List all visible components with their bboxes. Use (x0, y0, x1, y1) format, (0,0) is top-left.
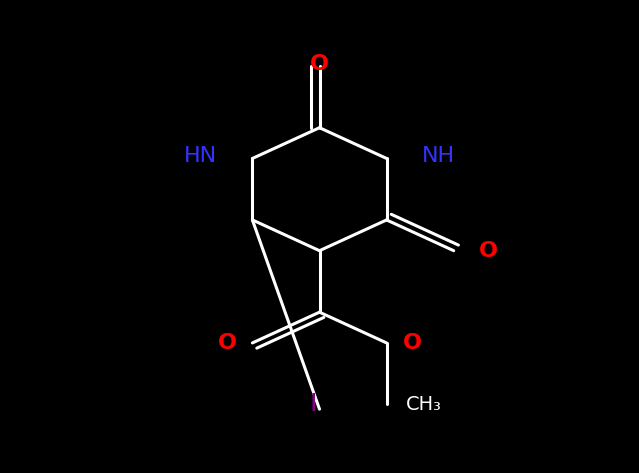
Text: O: O (403, 333, 422, 353)
Text: NH: NH (422, 146, 455, 166)
Text: CH₃: CH₃ (406, 395, 442, 414)
Text: I: I (309, 393, 317, 416)
Text: O: O (217, 333, 236, 353)
Text: O: O (479, 241, 498, 261)
Text: O: O (310, 54, 329, 74)
Text: HN: HN (184, 146, 217, 166)
